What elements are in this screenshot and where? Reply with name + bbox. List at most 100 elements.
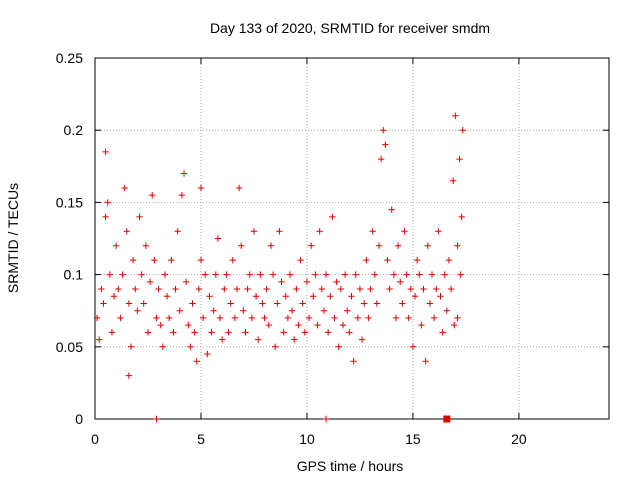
data-point	[441, 271, 448, 278]
data-point	[238, 242, 245, 249]
grid	[95, 58, 609, 419]
y-tick-label: 0	[75, 411, 83, 427]
data-point	[384, 256, 391, 264]
y-axis-label: SRMTID / TECUs	[5, 183, 21, 293]
data-point	[451, 321, 458, 329]
data-point	[390, 271, 398, 278]
data-point	[424, 242, 431, 249]
data-point	[443, 307, 451, 314]
data-point	[176, 307, 183, 314]
data-point	[416, 271, 423, 278]
data-point	[229, 256, 236, 264]
data-point	[146, 278, 154, 286]
chart-title: Day 133 of 2020, SRMTID for receiver smd…	[210, 20, 490, 36]
data-point	[422, 358, 429, 365]
data-point	[303, 278, 311, 286]
plot-frame	[94, 57, 610, 420]
data-point	[418, 321, 425, 329]
data-point	[250, 228, 258, 235]
data-point	[382, 141, 389, 148]
data-point	[420, 285, 427, 293]
data-point	[123, 228, 130, 235]
data-point	[413, 256, 421, 264]
data-point	[134, 307, 141, 314]
data-point	[144, 329, 152, 336]
data-point	[267, 242, 275, 249]
data-point	[320, 307, 328, 314]
data-point	[295, 321, 302, 329]
data-point	[227, 300, 234, 307]
data-point	[178, 191, 186, 199]
data-point	[346, 329, 353, 336]
data-point	[437, 293, 444, 300]
data-point	[259, 300, 266, 307]
data-point	[459, 127, 466, 134]
data-point	[202, 271, 209, 278]
data-point	[435, 228, 442, 235]
data-point	[291, 336, 298, 343]
data-point	[197, 256, 205, 264]
data-point	[204, 350, 211, 358]
data-point	[307, 242, 315, 249]
data-point	[454, 242, 461, 249]
data-point	[314, 321, 321, 329]
data-point	[180, 170, 188, 177]
data-point	[108, 329, 116, 336]
data-point	[121, 184, 128, 192]
data-point	[223, 271, 230, 278]
data-point	[100, 300, 107, 307]
data-point	[129, 256, 137, 264]
data-point	[159, 343, 167, 350]
data-point	[456, 155, 463, 163]
data-point	[193, 358, 200, 365]
data-point	[426, 300, 434, 307]
data-point	[210, 307, 217, 314]
y-tick-label: 0.15	[56, 194, 83, 210]
data-point	[457, 271, 464, 278]
data-point	[348, 293, 355, 300]
data-point	[93, 314, 101, 322]
data-point	[149, 191, 156, 199]
data-point	[454, 314, 461, 322]
data-point	[433, 285, 440, 293]
data-point	[274, 300, 281, 307]
data-point	[430, 314, 438, 322]
data-point	[165, 314, 173, 322]
data-point	[174, 228, 181, 235]
data-point	[125, 372, 133, 379]
square-marker	[443, 415, 451, 423]
data-point	[305, 314, 313, 322]
data-point	[341, 271, 349, 278]
data-point	[352, 271, 359, 278]
data-point	[369, 228, 376, 235]
data-point	[142, 242, 150, 249]
data-point	[331, 314, 338, 322]
data-point	[411, 293, 419, 300]
data-point	[354, 314, 362, 322]
x-tick-label: 0	[91, 431, 99, 447]
data-point	[195, 285, 203, 293]
data-point	[170, 329, 177, 336]
x-tick-label: 10	[299, 431, 315, 447]
data-point	[263, 285, 270, 293]
data-point	[293, 285, 300, 293]
data-point	[388, 206, 395, 213]
data-point	[316, 228, 323, 235]
data-point	[244, 285, 251, 293]
data-point	[257, 271, 264, 278]
data-point	[318, 285, 325, 293]
x-axis-label: GPS time / hours	[297, 458, 404, 474]
data-point	[288, 307, 296, 314]
data-point	[409, 343, 417, 350]
data-point	[373, 300, 381, 307]
data-point	[214, 235, 222, 242]
data-points	[93, 112, 466, 423]
x-tick-label: 5	[197, 431, 205, 447]
data-point	[271, 343, 279, 350]
data-point	[386, 285, 393, 293]
data-point	[199, 314, 207, 322]
data-point	[324, 329, 332, 336]
data-point	[115, 285, 122, 293]
data-point	[235, 184, 243, 192]
